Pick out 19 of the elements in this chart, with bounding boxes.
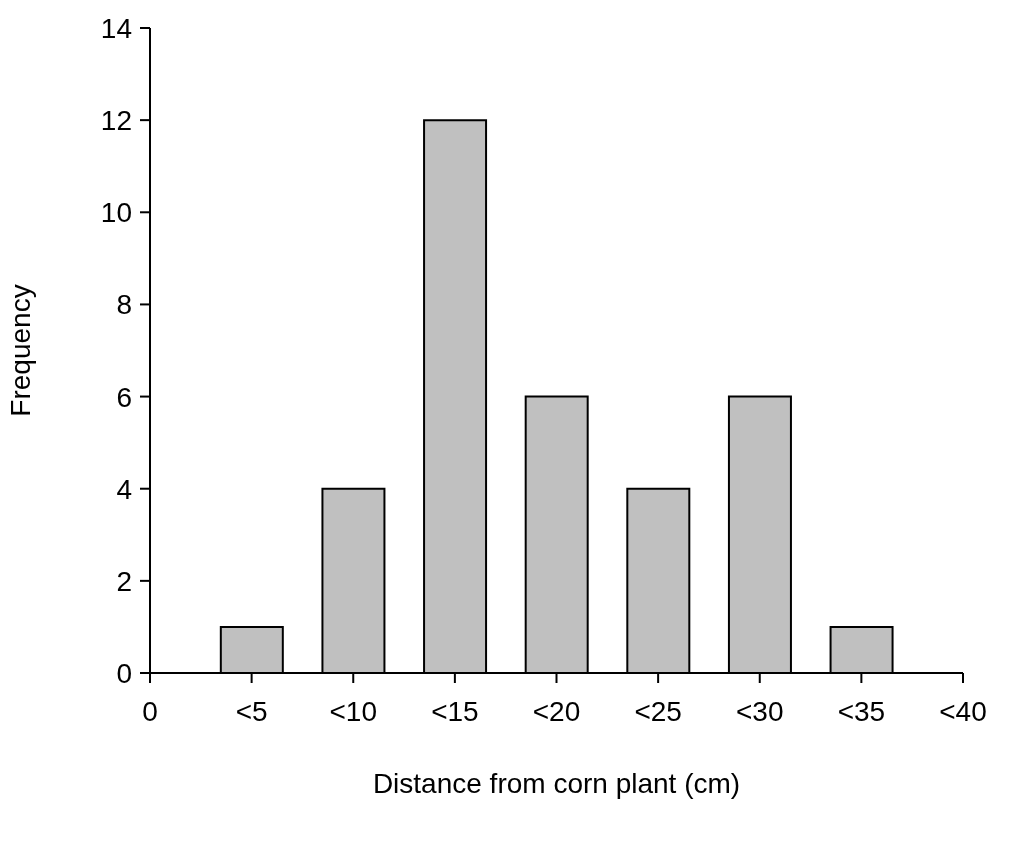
y-tick-label: 0 [116,657,132,689]
x-tick-label: <30 [736,695,784,727]
y-tick-label: 6 [116,381,132,413]
x-axis-title: Distance from corn plant (cm) [372,768,741,799]
y-tick-label: 12 [100,105,132,137]
y-tick-label: 2 [116,565,132,597]
y-tick-label: 4 [116,473,132,505]
y-axis-title: Frequency [4,284,36,417]
x-tick-label: <5 [235,695,268,727]
y-tick-label: 10 [100,197,132,229]
x-tick-label: <20 [532,695,581,727]
x-tick-label: <40 [939,695,987,727]
x-tick-label: <25 [634,695,682,727]
x-tick-label: <35 [837,695,886,727]
y-tick-label: 14 [100,12,132,44]
x-tick-label: <15 [431,695,479,727]
x-tick-label: 0 [142,695,158,727]
y-tick-label: 8 [116,289,132,321]
x-tick-label: <10 [329,695,377,727]
